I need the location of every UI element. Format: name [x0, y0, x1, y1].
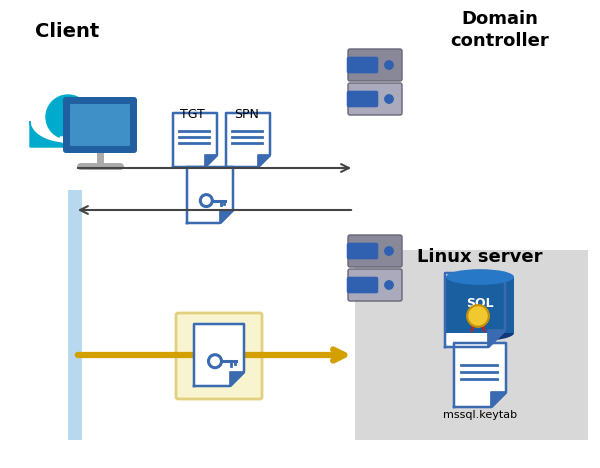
Bar	[355, 260, 588, 425]
Text: mssql.keytab: mssql.keytab	[443, 410, 517, 420]
Text: Linux server: Linux server	[417, 248, 543, 266]
FancyBboxPatch shape	[347, 277, 378, 293]
Text: SPN: SPN	[235, 108, 259, 121]
FancyBboxPatch shape	[348, 235, 402, 267]
FancyBboxPatch shape	[347, 243, 378, 259]
Polygon shape	[257, 155, 270, 167]
Ellipse shape	[446, 269, 514, 285]
Text: TGT: TGT	[179, 108, 205, 121]
Circle shape	[467, 305, 489, 327]
Polygon shape	[220, 210, 233, 223]
Polygon shape	[60, 137, 76, 151]
Polygon shape	[205, 155, 217, 167]
FancyBboxPatch shape	[70, 104, 130, 146]
Polygon shape	[491, 393, 506, 407]
FancyBboxPatch shape	[347, 57, 378, 73]
Polygon shape	[488, 330, 505, 347]
Polygon shape	[445, 273, 505, 347]
Circle shape	[385, 95, 393, 103]
Text: SQL: SQL	[466, 297, 494, 309]
FancyBboxPatch shape	[63, 97, 137, 153]
FancyBboxPatch shape	[347, 91, 378, 107]
Polygon shape	[173, 113, 217, 167]
FancyBboxPatch shape	[348, 83, 402, 115]
Text: Client: Client	[35, 22, 99, 41]
Bar	[446, 277, 514, 333]
Circle shape	[385, 247, 393, 255]
Text: Domain
controller: Domain controller	[451, 10, 550, 50]
Ellipse shape	[446, 325, 514, 341]
FancyBboxPatch shape	[348, 49, 402, 81]
FancyBboxPatch shape	[348, 269, 402, 301]
Polygon shape	[480, 322, 484, 332]
Polygon shape	[472, 322, 476, 332]
Circle shape	[385, 61, 393, 69]
Polygon shape	[230, 372, 244, 386]
Polygon shape	[194, 324, 244, 386]
Circle shape	[385, 281, 393, 289]
Polygon shape	[226, 113, 270, 167]
Polygon shape	[454, 343, 506, 407]
FancyBboxPatch shape	[176, 313, 262, 399]
Polygon shape	[30, 121, 106, 147]
Bar	[355, 250, 588, 440]
Circle shape	[46, 95, 90, 139]
Polygon shape	[187, 167, 233, 223]
